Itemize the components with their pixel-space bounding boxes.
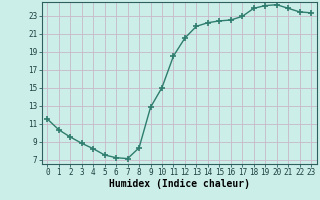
X-axis label: Humidex (Indice chaleur): Humidex (Indice chaleur) <box>109 179 250 189</box>
